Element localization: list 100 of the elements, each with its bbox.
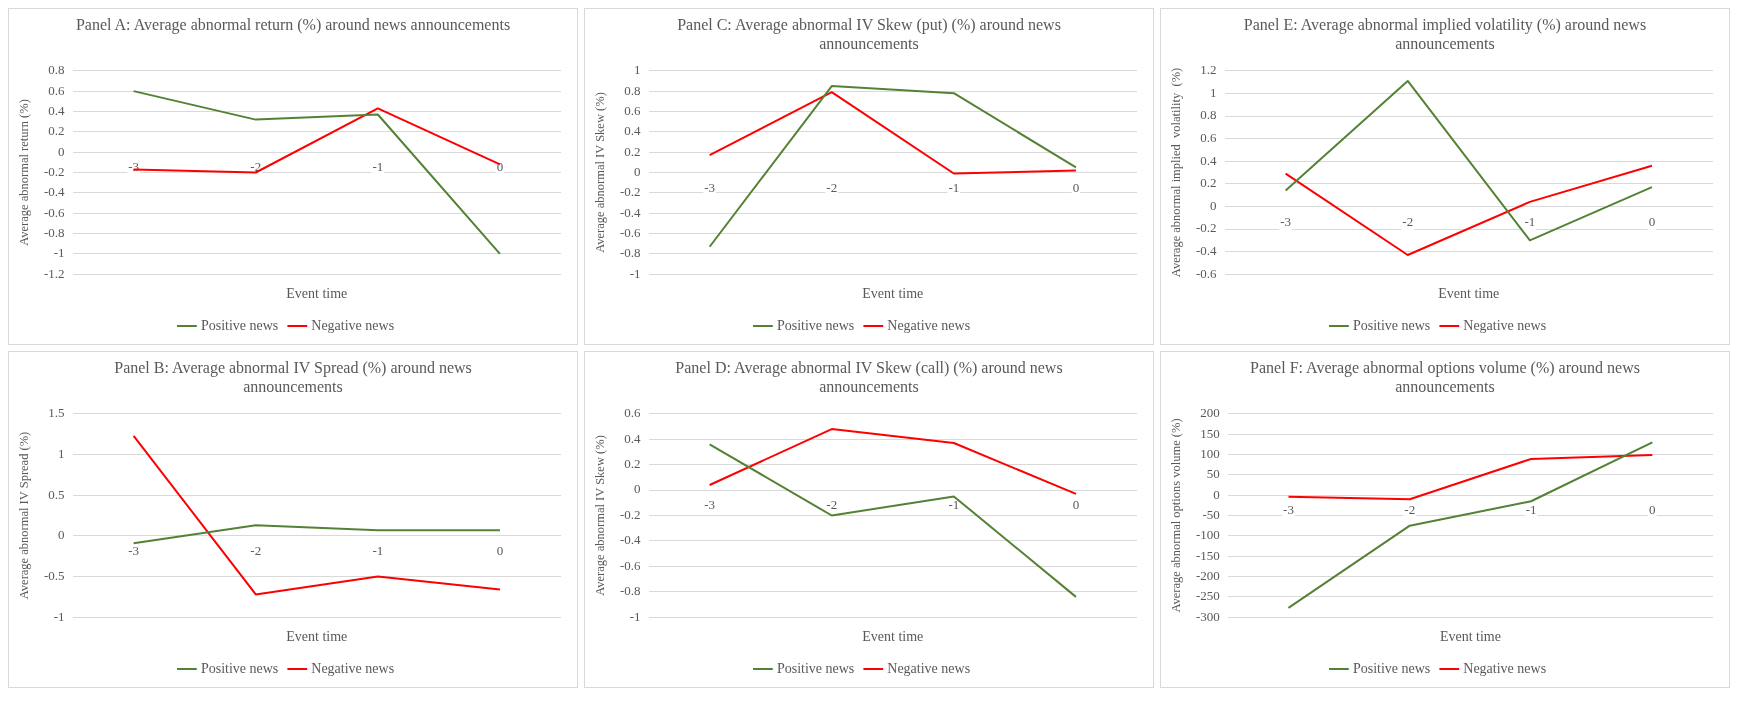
y-tick-label: 200 bbox=[1200, 405, 1220, 421]
chart-title: Panel B: Average abnormal IV Spread (%) around news announcements bbox=[113, 358, 473, 397]
y-tick-label: 0.5 bbox=[48, 486, 65, 502]
y-tick-label: 0.2 bbox=[1200, 175, 1217, 191]
x-tick-label: -2 bbox=[826, 179, 838, 195]
y-tick-label: 150 bbox=[1200, 425, 1220, 441]
x-tick-label: -2 bbox=[250, 543, 262, 559]
y-tick-label: 0.8 bbox=[1200, 107, 1217, 123]
y-tick-label: 0 bbox=[58, 143, 65, 159]
x-tick-label: 0 bbox=[496, 543, 504, 559]
x-axis-title: Event time bbox=[862, 629, 924, 645]
chart-title: Panel F: Average abnormal options volume (%) around news announcements bbox=[1249, 358, 1641, 397]
x-axis-title: Event time bbox=[286, 629, 348, 645]
y-tick-label: -1 bbox=[629, 608, 641, 624]
y-tick-label: -0.2 bbox=[43, 163, 65, 179]
y-axis-title: Average abnormal implied volatility (%) bbox=[1168, 67, 1183, 278]
x-axis-title: Event time bbox=[862, 286, 924, 302]
x-tick-label: -2 bbox=[1402, 213, 1414, 229]
y-tick-label: -0.2 bbox=[619, 506, 641, 522]
x-tick-label: -3 bbox=[1280, 213, 1292, 229]
y-tick-label: 0.6 bbox=[48, 82, 66, 98]
y-tick-label: 1.5 bbox=[48, 405, 65, 421]
x-tick-label: -3 bbox=[704, 179, 716, 195]
y-tick-label: 0 bbox=[58, 527, 65, 543]
x-tick-label: -1 bbox=[948, 179, 960, 195]
legend-label: Positive news bbox=[776, 660, 855, 676]
y-tick-label: -0.5 bbox=[43, 567, 65, 583]
y-tick-label: 1.2 bbox=[1200, 62, 1217, 78]
legend-label: Negative news bbox=[311, 317, 395, 333]
x-tick-label: 0 bbox=[1648, 213, 1656, 229]
y-tick-label: -200 bbox=[1195, 567, 1220, 583]
x-tick-label: 0 bbox=[1072, 497, 1080, 513]
x-tick-label: -3 bbox=[128, 543, 140, 559]
y-tick-label: 0.2 bbox=[624, 456, 641, 472]
y-tick-label: -0.8 bbox=[619, 583, 641, 599]
x-tick-label: -2 bbox=[1404, 502, 1416, 518]
x-axis-title: Event time bbox=[1438, 286, 1500, 302]
y-tick-label: 0.8 bbox=[48, 62, 65, 78]
y-axis-title: Average abnormal IV Skew (%) bbox=[592, 92, 607, 253]
y-tick-label: 0.6 bbox=[624, 102, 642, 118]
x-tick-label: 0 bbox=[1649, 502, 1656, 518]
legend-label: Negative news bbox=[887, 317, 971, 333]
y-tick-label: -1 bbox=[53, 245, 65, 261]
x-tick-label: -1 bbox=[372, 543, 384, 559]
y-tick-label: -1 bbox=[53, 608, 65, 624]
y-tick-label: 0.4 bbox=[48, 102, 66, 118]
y-tick-label: -100 bbox=[1195, 527, 1220, 543]
x-axis-title: Event time bbox=[286, 286, 348, 302]
y-tick-label: 1 bbox=[634, 62, 641, 78]
y-tick-label: 1 bbox=[1210, 84, 1217, 100]
y-axis-title: Average abnormal return (%) bbox=[16, 99, 31, 246]
y-tick-label: 0.6 bbox=[1200, 130, 1218, 146]
y-tick-label: -0.6 bbox=[619, 557, 642, 573]
y-tick-label: 0 bbox=[1210, 197, 1217, 213]
y-tick-label: 1 bbox=[58, 445, 65, 461]
x-tick-label: -3 bbox=[704, 497, 716, 513]
legend-label: Negative news bbox=[1463, 660, 1547, 676]
y-tick-label: -0.4 bbox=[1195, 243, 1218, 259]
y-tick-label: -1.2 bbox=[43, 265, 65, 281]
y-tick-label: -0.6 bbox=[619, 224, 642, 240]
legend-label: Positive news bbox=[200, 660, 279, 676]
legend-label: Negative news bbox=[311, 660, 395, 676]
x-tick-label: 0 bbox=[496, 159, 504, 175]
legend-label: Positive news bbox=[1352, 660, 1431, 676]
y-tick-label: 0 bbox=[634, 481, 641, 497]
y-tick-label: 0.8 bbox=[624, 82, 641, 98]
y-tick-label: -150 bbox=[1195, 547, 1220, 563]
y-tick-label: 100 bbox=[1200, 445, 1220, 461]
y-tick-label: -1 bbox=[629, 265, 641, 281]
legend-label: Positive news bbox=[200, 317, 279, 333]
legend-label: Positive news bbox=[776, 317, 855, 333]
y-tick-label: -0.6 bbox=[43, 204, 66, 220]
chart-title: Panel E: Average abnormal implied volatility (%) around news announcements bbox=[1242, 15, 1648, 54]
y-tick-label: 0.6 bbox=[624, 405, 642, 421]
y-tick-label: 0.4 bbox=[1200, 152, 1218, 168]
legend-label: Negative news bbox=[887, 660, 971, 676]
x-tick-label: -2 bbox=[826, 497, 838, 513]
x-tick-label: -1 bbox=[372, 159, 384, 175]
y-tick-label: -250 bbox=[1195, 588, 1220, 604]
y-axis-title: Average abnormal IV Skew (%) bbox=[592, 435, 607, 596]
y-tick-label: -300 bbox=[1195, 608, 1220, 624]
x-tick-label: -1 bbox=[1525, 502, 1537, 518]
y-tick-label: -0.4 bbox=[619, 532, 642, 548]
x-tick-label: 0 bbox=[1072, 179, 1080, 195]
y-tick-label: -0.8 bbox=[43, 224, 65, 240]
y-tick-label: 0.4 bbox=[624, 123, 642, 139]
legend-label: Positive news bbox=[1352, 317, 1431, 333]
x-axis-title: Event time bbox=[1439, 629, 1501, 645]
y-tick-label: -0.2 bbox=[619, 184, 641, 200]
y-tick-label: 0.2 bbox=[48, 123, 65, 139]
y-tick-label: 0 bbox=[1213, 486, 1220, 502]
chart-title: Panel D: Average abnormal IV Skew (call) (%) around news announcements bbox=[674, 358, 1064, 397]
y-tick-label: -0.2 bbox=[1195, 220, 1217, 236]
y-tick-label: -0.8 bbox=[619, 245, 641, 261]
y-tick-label: -0.4 bbox=[43, 184, 66, 200]
y-tick-label: -50 bbox=[1202, 506, 1220, 522]
y-tick-label: 0.4 bbox=[624, 430, 642, 446]
x-tick-label: -1 bbox=[948, 497, 960, 513]
chart-title: Panel A: Average abnormal return (%) around news announcements bbox=[74, 15, 512, 36]
y-tick-label: -0.4 bbox=[619, 204, 642, 220]
